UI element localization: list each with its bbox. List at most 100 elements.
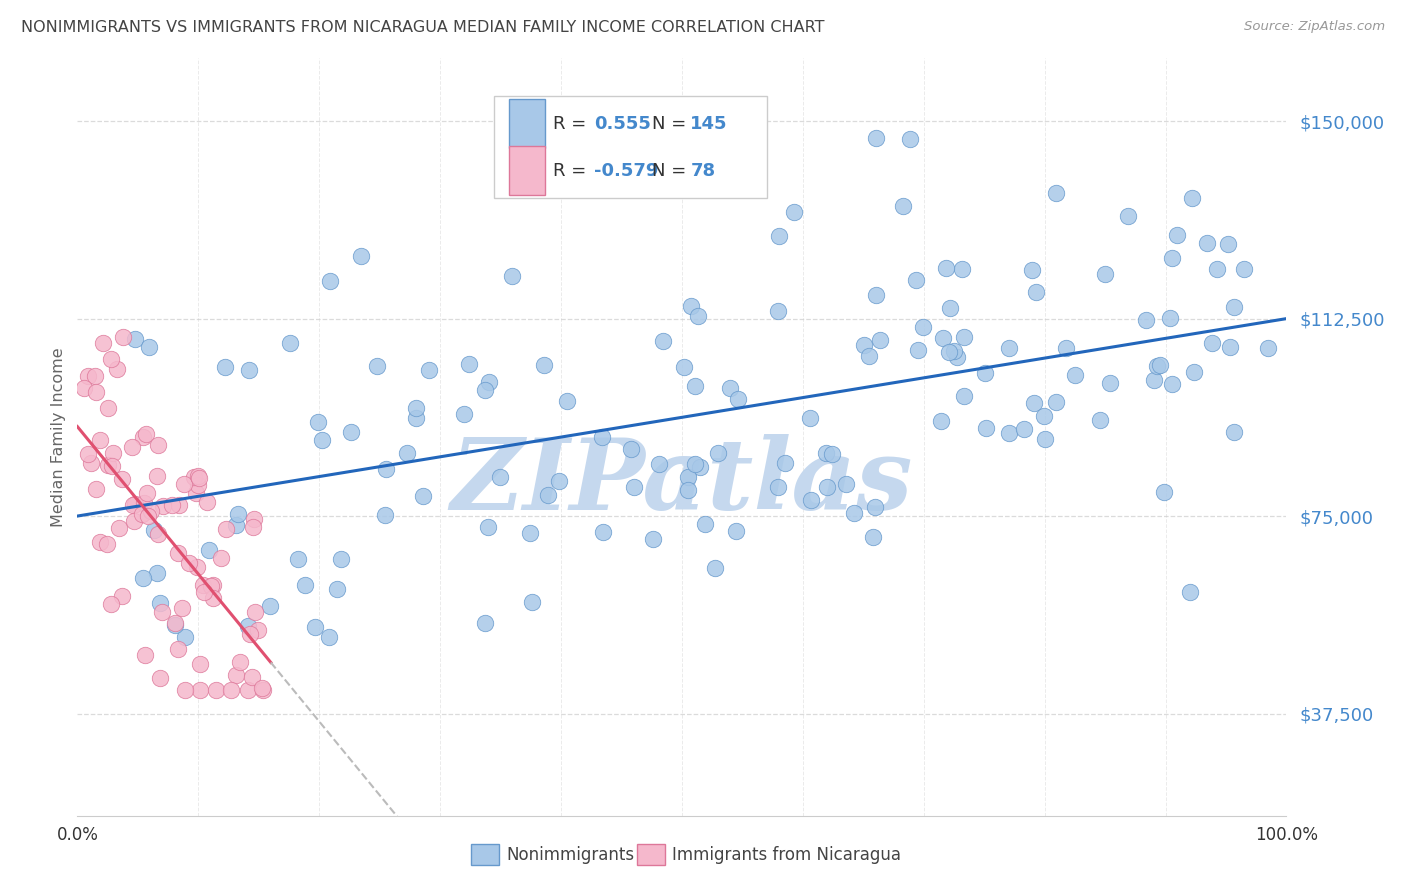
- Point: [946, 351, 969, 365]
- Point: [396, 445, 419, 459]
- Point: [501, 269, 523, 284]
- Point: [97, 458, 120, 473]
- Point: [172, 600, 194, 615]
- Point: [1201, 336, 1223, 351]
- Point: [1166, 227, 1188, 242]
- Point: [689, 459, 711, 474]
- Point: [1149, 358, 1171, 372]
- Point: [1159, 311, 1181, 326]
- Y-axis label: Median Family Income: Median Family Income: [51, 347, 66, 527]
- Point: [225, 668, 247, 682]
- Point: [852, 338, 875, 352]
- Point: [124, 497, 146, 511]
- Point: [186, 486, 208, 500]
- Point: [89, 433, 111, 447]
- Point: [1025, 285, 1047, 300]
- Point: [938, 344, 960, 359]
- Point: [817, 480, 839, 494]
- Point: [84, 369, 107, 384]
- Point: [225, 518, 247, 533]
- Point: [209, 550, 232, 565]
- Point: [1045, 186, 1067, 201]
- Point: [592, 525, 614, 540]
- Point: [173, 477, 195, 491]
- Text: NONIMMIGRANTS VS IMMIGRANTS FROM NICARAGUA MEDIAN FAMILY INCOME CORRELATION CHAR: NONIMMIGRANTS VS IMMIGRANTS FROM NICARAG…: [21, 20, 824, 35]
- Point: [950, 261, 973, 276]
- Point: [135, 426, 157, 441]
- Point: [111, 472, 134, 486]
- Point: [77, 368, 100, 383]
- Point: [1223, 300, 1246, 314]
- Point: [997, 341, 1019, 355]
- Bar: [509, 99, 546, 148]
- Point: [405, 401, 427, 415]
- Text: 145: 145: [690, 114, 728, 133]
- Point: [111, 589, 134, 603]
- Point: [998, 426, 1021, 441]
- Text: N =: N =: [652, 161, 692, 179]
- Point: [623, 480, 645, 494]
- Point: [307, 416, 329, 430]
- Text: Immigrants from Nicaragua: Immigrants from Nicaragua: [672, 846, 901, 863]
- Point: [163, 618, 186, 632]
- Point: [488, 470, 510, 484]
- Point: [707, 132, 730, 146]
- Point: [239, 627, 262, 641]
- Point: [1153, 485, 1175, 500]
- Point: [152, 500, 174, 514]
- Point: [188, 682, 211, 697]
- Point: [1143, 373, 1166, 387]
- Point: [672, 360, 695, 375]
- Point: [1024, 396, 1046, 410]
- Point: [858, 349, 880, 363]
- Point: [246, 623, 269, 637]
- Point: [865, 131, 887, 145]
- Point: [912, 320, 935, 334]
- Point: [131, 507, 153, 521]
- Text: ZIPatlas: ZIPatlas: [451, 434, 912, 531]
- Point: [132, 429, 155, 443]
- Point: [620, 442, 643, 457]
- Point: [869, 333, 891, 347]
- Point: [252, 681, 274, 695]
- Point: [1064, 368, 1087, 382]
- Point: [1197, 235, 1219, 250]
- Point: [145, 566, 167, 580]
- Point: [835, 477, 858, 491]
- Point: [326, 582, 349, 596]
- Point: [683, 378, 706, 392]
- Point: [1146, 359, 1168, 373]
- Point: [519, 525, 541, 540]
- Point: [160, 498, 183, 512]
- Point: [799, 410, 821, 425]
- Text: Nonimmigrants: Nonimmigrants: [506, 846, 634, 863]
- Point: [1182, 365, 1205, 379]
- Text: R =: R =: [553, 114, 592, 133]
- Point: [149, 671, 172, 685]
- Point: [474, 383, 496, 397]
- Point: [150, 605, 173, 619]
- Point: [935, 261, 957, 276]
- Point: [1054, 342, 1077, 356]
- Point: [139, 503, 162, 517]
- Point: [105, 361, 128, 376]
- Text: N =: N =: [652, 114, 692, 133]
- Point: [953, 389, 976, 403]
- Point: [768, 228, 790, 243]
- Point: [242, 519, 264, 533]
- Point: [124, 332, 146, 346]
- Bar: [495, 95, 766, 198]
- Point: [200, 579, 222, 593]
- Point: [725, 524, 748, 538]
- Point: [193, 585, 215, 599]
- Text: -0.579: -0.579: [593, 161, 658, 179]
- Point: [195, 495, 218, 509]
- Point: [135, 486, 157, 500]
- Point: [693, 516, 716, 531]
- Point: [132, 571, 155, 585]
- Point: [134, 648, 156, 663]
- Point: [652, 174, 675, 188]
- Point: [676, 469, 699, 483]
- Point: [149, 596, 172, 610]
- Point: [651, 334, 673, 349]
